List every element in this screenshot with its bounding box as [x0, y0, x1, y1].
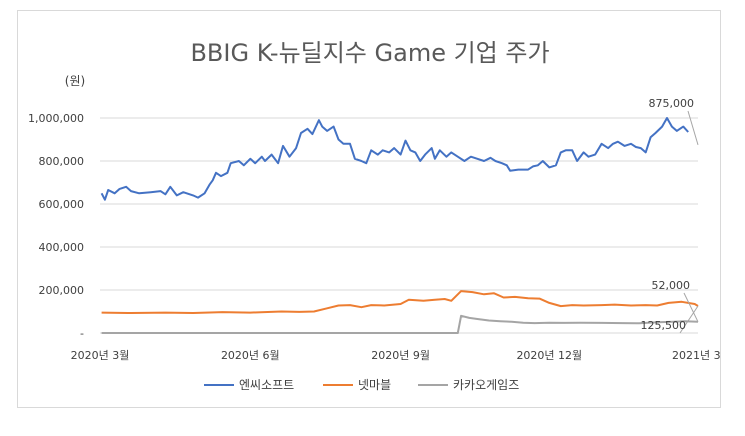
legend-label: 넷마블	[358, 378, 391, 392]
annotation-leader-line	[683, 292, 699, 323]
legend-label: 엔씨소프트	[239, 378, 294, 392]
annotation-leader-line	[687, 110, 699, 146]
y-axis-ticks: - 200,000 400,000 600,000 800,000 1,000,000	[28, 112, 84, 340]
annotation-label: 125,500	[641, 319, 687, 332]
chart-title: BBIG K-뉴딜지수 Game 기업 주가	[190, 39, 549, 67]
annotation-label: 875,000	[649, 97, 695, 110]
x-tick-label: 2020년 9월	[371, 349, 430, 362]
legend-label: 카카오게임즈	[453, 378, 519, 392]
y-tick-label: 1,000,000	[28, 112, 84, 125]
end-value-annotations: 875,000 52,000 125,500	[641, 97, 699, 334]
series-lines	[100, 117, 699, 334]
x-tick-label: 2021년 3	[672, 349, 721, 362]
x-tick-label: 2020년 12월	[516, 349, 582, 362]
gridlines	[100, 117, 698, 334]
x-tick-label: 2020년 3월	[71, 349, 130, 362]
y-tick-label: 800,000	[39, 155, 85, 168]
y-tick-label: 600,000	[39, 198, 85, 211]
series-line	[101, 314, 699, 334]
y-tick-label: -	[80, 327, 84, 340]
y-tick-label: 400,000	[39, 241, 85, 254]
y-tick-label: 200,000	[39, 284, 85, 297]
annotation-leader-line	[679, 305, 699, 334]
line-chart: BBIG K-뉴딜지수 Game 기업 주가 (원) - 200,000 400,0…	[28, 39, 721, 392]
series-line	[101, 290, 699, 314]
x-axis-ticks: 2020년 3월 2020년 6월 2020년 9월 2020년 12월 2021년 3	[71, 349, 721, 362]
annotation-label: 52,000	[652, 279, 691, 292]
series-line	[100, 117, 689, 201]
x-tick-label: 2020년 6월	[221, 349, 280, 362]
y-axis-unit-label: (원)	[65, 74, 85, 88]
chart-frame: BBIG K-뉴딜지수 Game 기업 주가 (원) - 200,000 400,0…	[17, 10, 721, 408]
legend: 엔씨소프트 넷마블 카카오게임즈	[204, 378, 519, 392]
